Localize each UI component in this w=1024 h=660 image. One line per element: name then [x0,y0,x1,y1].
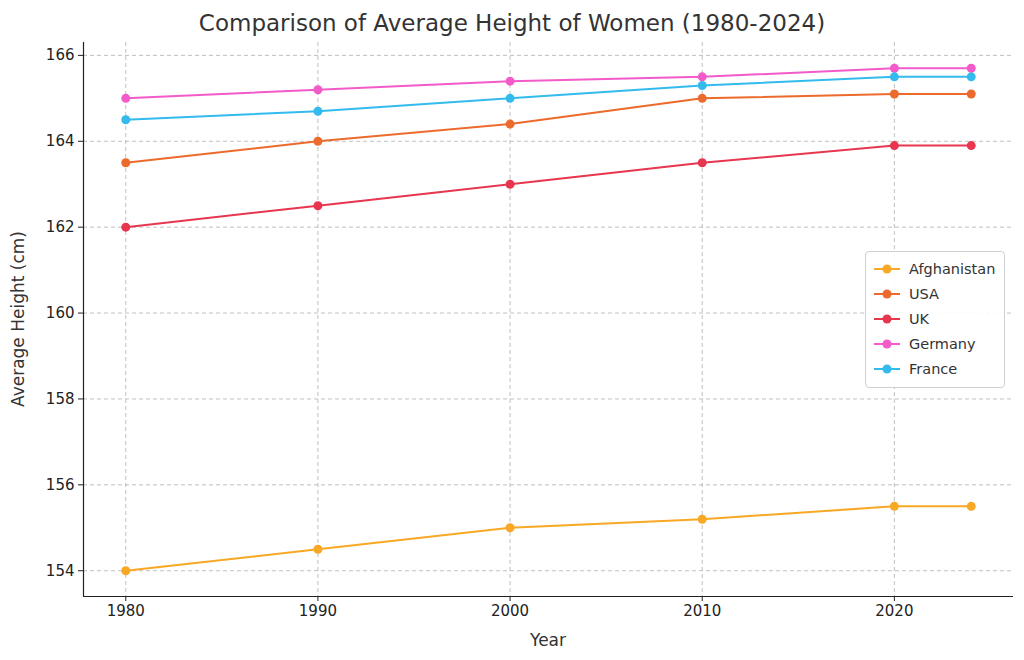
html-text:UK: UK [909,311,930,327]
svg-text:Average Height (cm): Average Height (cm) [8,231,28,407]
html-text:USA: USA [909,286,939,302]
svg-text:156: 156 [46,476,75,494]
svg-text:164: 164 [46,132,75,150]
svg-text:154: 154 [46,562,75,580]
svg-text:2010: 2010 [683,602,721,620]
html-text:Afghanistan: Afghanistan [909,261,996,277]
svg-text:2000: 2000 [491,602,529,620]
svg-text:160: 160 [46,304,75,322]
svg-text:162: 162 [46,218,75,236]
html-text:France: France [909,361,958,377]
svg-text:166: 166 [46,46,75,64]
html-text:Comparison of Average Height o: Comparison of Average Height of Women (1… [198,10,826,36]
html-text:Germany: Germany [909,336,976,352]
svg-text:1990: 1990 [299,602,337,620]
svg-text:158: 158 [46,390,75,408]
svg-text:Year: Year [529,630,566,650]
svg-text:1980: 1980 [107,602,145,620]
svg-text:2020: 2020 [875,602,913,620]
